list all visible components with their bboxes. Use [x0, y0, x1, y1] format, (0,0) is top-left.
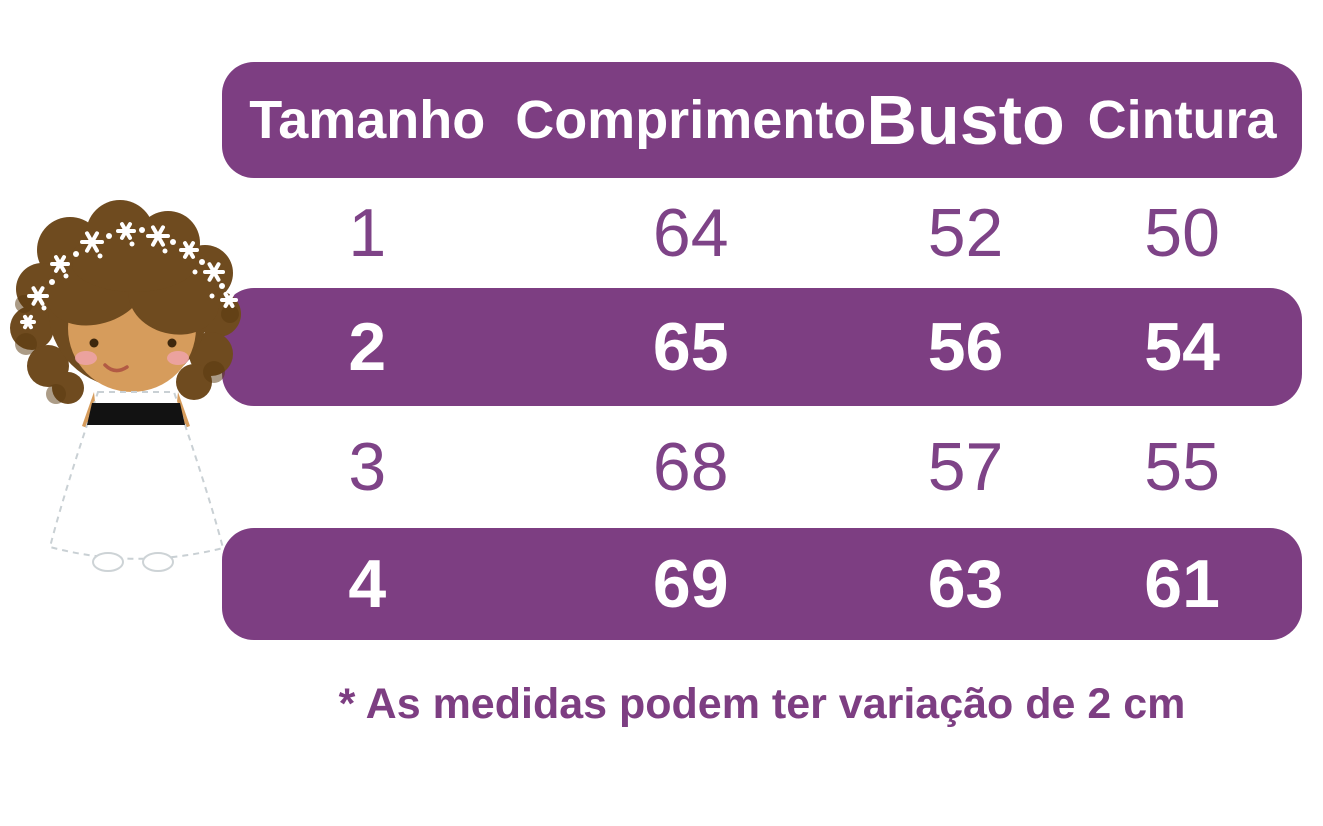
table-header-row: Tamanho Comprimento Busto Cintura [222, 62, 1302, 178]
size-table: Tamanho Comprimento Busto Cintura 1 64 5… [222, 62, 1302, 728]
header-cintura: Cintura [1087, 90, 1277, 150]
table-row-size-1: 1 64 52 50 [222, 178, 1302, 288]
header-busto: Busto [866, 81, 1065, 159]
cell-busto: 52 [927, 195, 1004, 271]
cell-busto: 56 [927, 309, 1004, 385]
waist-sash [87, 403, 185, 425]
cell-busto: 63 [927, 546, 1004, 622]
cell-comprimento: 65 [652, 309, 729, 385]
blush [75, 351, 189, 365]
cell-tamanho: 4 [348, 546, 387, 622]
flower-girl-illustration [10, 200, 241, 572]
hair-shadow-curls [15, 295, 239, 404]
cell-busto: 57 [927, 429, 1004, 505]
cell-tamanho: 2 [348, 309, 387, 385]
cell-cintura: 61 [1144, 546, 1220, 622]
flower-crown [20, 222, 238, 330]
cell-cintura: 50 [1144, 195, 1220, 271]
measurement-disclaimer: * As medidas podem ter variação de 2 cm [338, 680, 1186, 728]
cell-comprimento: 64 [652, 195, 729, 271]
header-tamanho: Tamanho [249, 90, 486, 150]
cell-cintura: 55 [1144, 429, 1220, 505]
shoes [92, 552, 174, 572]
mouth [103, 363, 129, 373]
cell-tamanho: 3 [348, 429, 387, 505]
dress [48, 391, 225, 560]
cell-tamanho: 1 [348, 195, 387, 271]
eyes [89, 338, 177, 348]
crown-dots [41, 227, 225, 311]
table-row-size-2: 2 65 56 54 [222, 288, 1302, 406]
cell-cintura: 54 [1144, 309, 1220, 385]
cell-comprimento: 69 [652, 546, 729, 622]
table-row-size-4: 4 69 63 61 [222, 528, 1302, 640]
cell-comprimento: 68 [652, 429, 729, 505]
table-row-size-3: 3 68 57 55 [222, 406, 1302, 528]
header-comprimento: Comprimento [515, 90, 867, 150]
